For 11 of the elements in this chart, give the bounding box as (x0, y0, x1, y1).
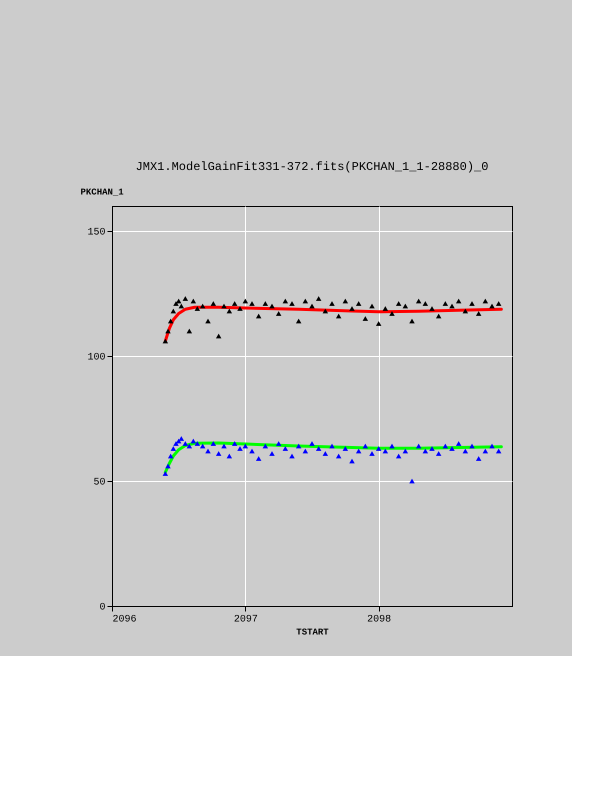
x-axis-title: TSTART (296, 628, 330, 638)
y-axis-title: PKCHAN_1 (80, 188, 124, 198)
y-tick-label: 50 (93, 478, 106, 488)
y-tick-label: 150 (87, 228, 106, 238)
line-series (164, 306, 503, 342)
x-tick-label: 2097 (234, 614, 258, 626)
x-tick-label: 2098 (367, 614, 392, 626)
chart-title: JMX1.ModelGainFit331-372.fits(PKCHAN_1_1-28880)_0 (136, 160, 488, 174)
y-tick-label: 0 (99, 602, 106, 614)
y-tick-label: 100 (87, 352, 106, 364)
x-tick-label: 2096 (112, 614, 137, 626)
